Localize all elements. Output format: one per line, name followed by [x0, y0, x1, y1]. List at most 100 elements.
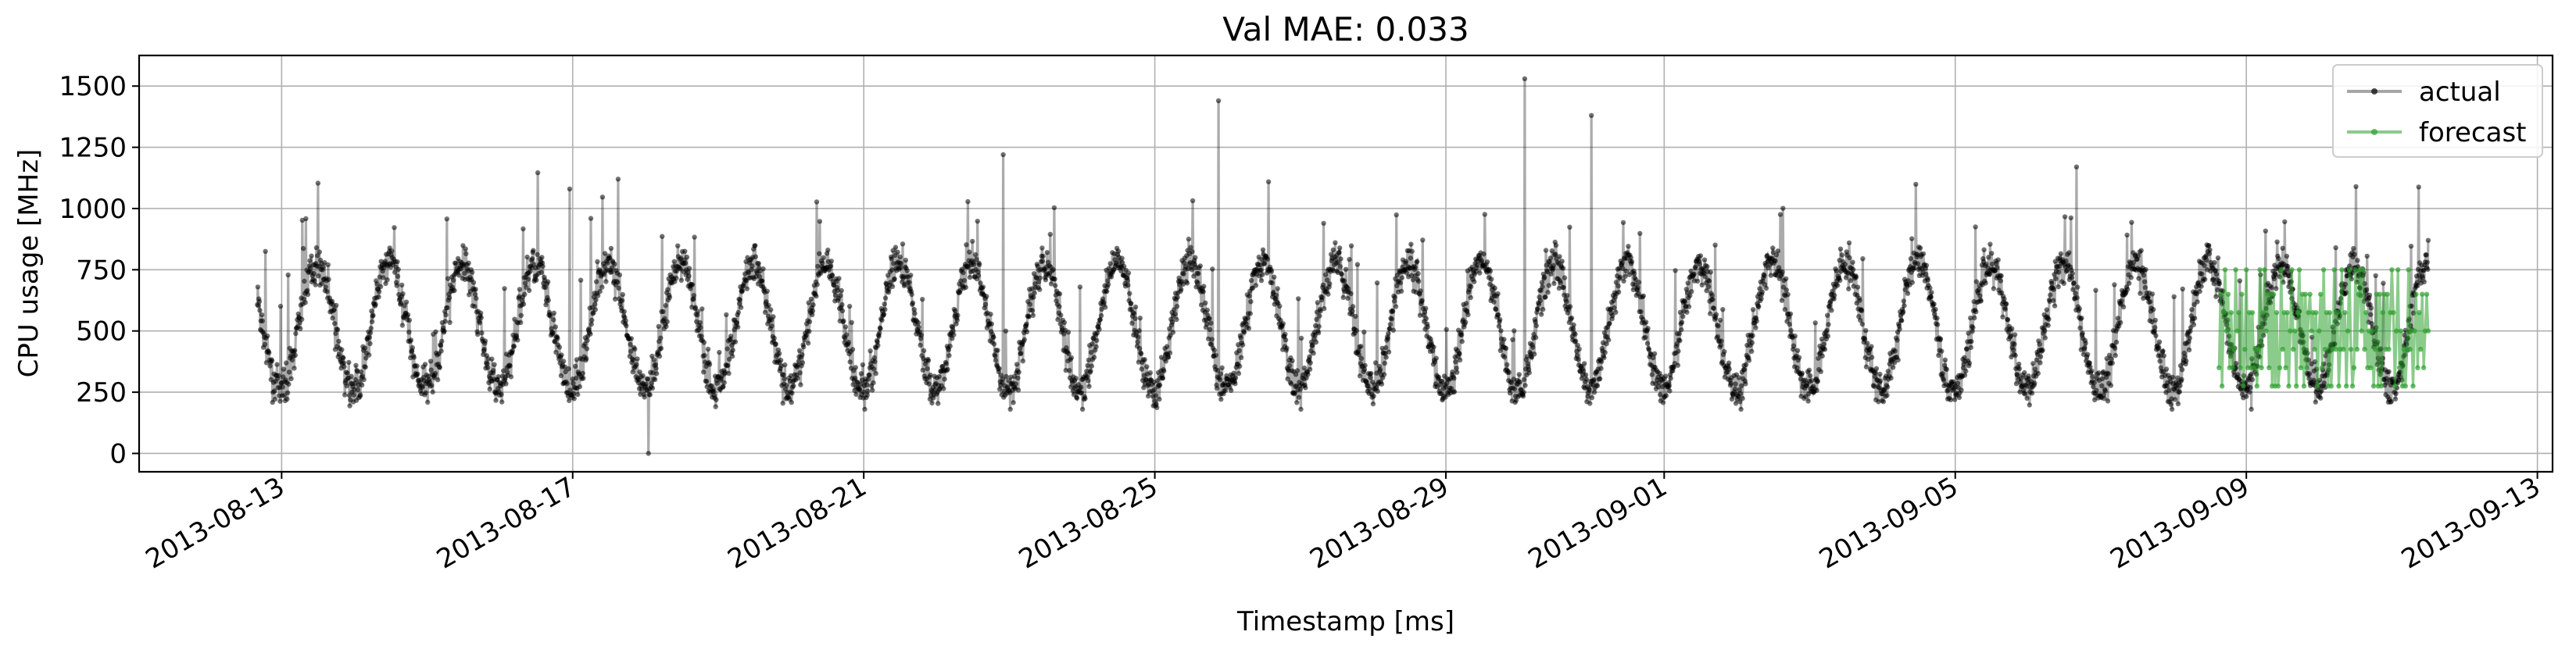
data-point-actual [1877, 378, 1884, 384]
data-point-actual [1927, 285, 1933, 291]
data-point-actual [1293, 372, 1299, 377]
data-point-actual [1015, 375, 1021, 381]
data-point-actual [1623, 273, 1628, 280]
data-point-actual [503, 381, 509, 387]
data-point-actual [1138, 351, 1144, 357]
data-point-actual [300, 245, 306, 252]
data-point-actual [2157, 359, 2163, 364]
data-point-actual [1314, 316, 1319, 323]
data-point-actual [1258, 267, 1264, 273]
data-point-actual [352, 387, 357, 392]
data-point-actual [841, 318, 846, 323]
data-point-actual [1629, 259, 1635, 265]
data-point-actual [1873, 366, 1880, 371]
data-point-actual [1236, 371, 1242, 376]
data-point-actual [2013, 381, 2020, 387]
data-point-actual [1853, 274, 1859, 280]
data-point-actual [1706, 284, 1712, 289]
data-point-actual [1068, 355, 1075, 361]
data-point-actual [820, 260, 825, 266]
data-point-actual [593, 279, 599, 284]
data-point-actual [1923, 262, 1930, 268]
data-point-actual [1497, 316, 1503, 323]
data-point-actual [2161, 353, 2166, 359]
data-point-actual [361, 376, 367, 383]
data-point-actual [1743, 362, 1749, 367]
data-point-actual [1146, 393, 1151, 399]
data-point-actual [551, 317, 556, 323]
data-point-forecast [2295, 310, 2301, 316]
data-point-actual [1941, 377, 1947, 383]
data-point-actual [910, 300, 916, 305]
data-point-actual [1357, 373, 1363, 379]
data-point-actual [1436, 374, 1442, 380]
data-point-actual [609, 269, 614, 275]
data-point-actual [1533, 323, 1540, 329]
data-point-actual [1512, 386, 1518, 392]
data-point-actual [1750, 333, 1755, 338]
data-point-actual [1626, 244, 1631, 249]
data-point-actual [1368, 375, 1373, 380]
data-point-actual [2112, 282, 2117, 287]
data-point-actual [1602, 350, 1608, 355]
data-point-actual [2070, 270, 2075, 277]
data-point-forecast [2222, 267, 2228, 273]
data-point-forecast [2304, 365, 2309, 370]
data-point-actual [667, 294, 673, 300]
data-point-actual [1142, 357, 1147, 362]
data-point-actual [358, 369, 363, 375]
data-point-actual [2182, 354, 2188, 359]
data-point-actual [1517, 379, 1523, 385]
data-point-actual [2035, 370, 2041, 376]
data-point-actual [298, 326, 303, 331]
data-point-actual [1809, 378, 1815, 384]
data-point-actual [612, 296, 618, 302]
data-point-actual [1717, 317, 1723, 323]
data-point-actual [805, 341, 811, 346]
data-point-actual [474, 295, 479, 302]
data-point-actual [1779, 298, 1785, 303]
data-point-actual [1034, 275, 1039, 280]
data-point-actual [1390, 309, 1396, 314]
data-point-forecast [2275, 384, 2281, 389]
data-point-actual [2029, 391, 2035, 396]
data-point-actual [1846, 286, 1852, 292]
data-point-actual [1136, 359, 1142, 365]
data-point-actual [893, 244, 899, 250]
data-point-actual [1976, 287, 1982, 292]
data-point-actual [2056, 269, 2062, 275]
data-point-actual [2421, 279, 2427, 285]
data-point-actual [292, 348, 298, 353]
data-point-actual [1119, 255, 1125, 261]
data-point-actual [582, 341, 588, 347]
data-point-actual [463, 251, 469, 256]
data-point-actual [262, 341, 268, 347]
data-point-actual [1320, 282, 1326, 287]
data-point-actual [1539, 280, 1545, 285]
data-point-actual [398, 301, 404, 306]
data-point-actual [369, 309, 374, 314]
data-point-actual [782, 362, 788, 368]
data-point-actual [1606, 337, 1612, 343]
data-point-actual [2109, 360, 2115, 366]
data-point-actual [1986, 255, 1991, 260]
data-point-actual [1601, 330, 1608, 336]
data-point-actual [1713, 312, 1719, 317]
data-point-actual [1106, 266, 1112, 271]
data-point-actual [342, 364, 347, 369]
data-point-actual [2152, 328, 2157, 334]
data-point-forecast [2220, 310, 2227, 316]
data-point-actual [2135, 253, 2141, 259]
data-point-actual [432, 370, 438, 376]
data-point-actual [1191, 273, 1197, 279]
data-point-actual [871, 366, 877, 372]
data-point-actual [771, 335, 777, 341]
data-point-actual [1701, 267, 1706, 273]
legend-box [2332, 64, 2543, 158]
data-point-actual [2109, 356, 2114, 362]
data-point-actual [757, 273, 763, 280]
data-point-actual [265, 333, 270, 339]
data-point-actual [1962, 355, 1967, 360]
data-point-actual [1540, 284, 1545, 290]
data-point-actual [402, 303, 407, 309]
